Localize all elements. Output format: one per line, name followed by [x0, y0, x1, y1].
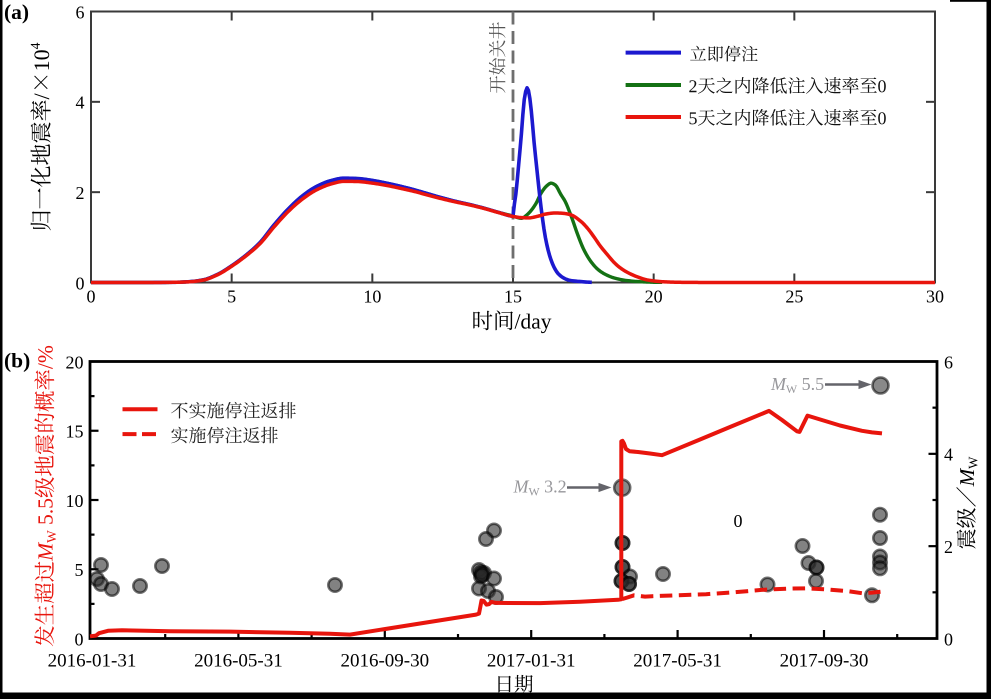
- svg-text:4: 4: [944, 445, 953, 465]
- svg-text:20: 20: [66, 352, 84, 372]
- svg-text:MW 5.5: MW 5.5: [770, 374, 824, 396]
- svg-text:15: 15: [504, 287, 522, 307]
- svg-text:15: 15: [66, 422, 84, 442]
- svg-text:0: 0: [75, 629, 84, 649]
- svg-text:0: 0: [944, 629, 953, 649]
- svg-text:0: 0: [734, 511, 743, 531]
- svg-text:2017-01-31: 2017-01-31: [487, 651, 576, 672]
- svg-text:10: 10: [66, 491, 84, 511]
- svg-text:30: 30: [926, 287, 944, 307]
- svg-text:0: 0: [76, 273, 85, 293]
- svg-text:10: 10: [363, 287, 381, 307]
- svg-text:2016-05-31: 2016-05-31: [194, 651, 283, 672]
- svg-text:(b): (b): [4, 349, 30, 373]
- svg-text:2016-09-30: 2016-09-30: [340, 651, 429, 672]
- svg-text:6: 6: [944, 352, 953, 372]
- svg-text:20: 20: [645, 287, 663, 307]
- svg-text:2017-05-31: 2017-05-31: [633, 651, 722, 672]
- svg-text:2017-09-30: 2017-09-30: [780, 651, 869, 672]
- svg-text:5: 5: [227, 287, 236, 307]
- svg-text:25: 25: [785, 287, 803, 307]
- svg-text:5: 5: [75, 560, 84, 580]
- svg-text:(a): (a): [4, 0, 29, 24]
- svg-text:4: 4: [76, 93, 85, 113]
- svg-text:6: 6: [76, 2, 85, 22]
- svg-text:2: 2: [944, 537, 953, 557]
- svg-text:0: 0: [87, 287, 96, 307]
- svg-text:2: 2: [76, 183, 85, 203]
- svg-text:2016-01-31: 2016-01-31: [48, 651, 137, 672]
- svg-text:MW 3.2: MW 3.2: [513, 477, 567, 499]
